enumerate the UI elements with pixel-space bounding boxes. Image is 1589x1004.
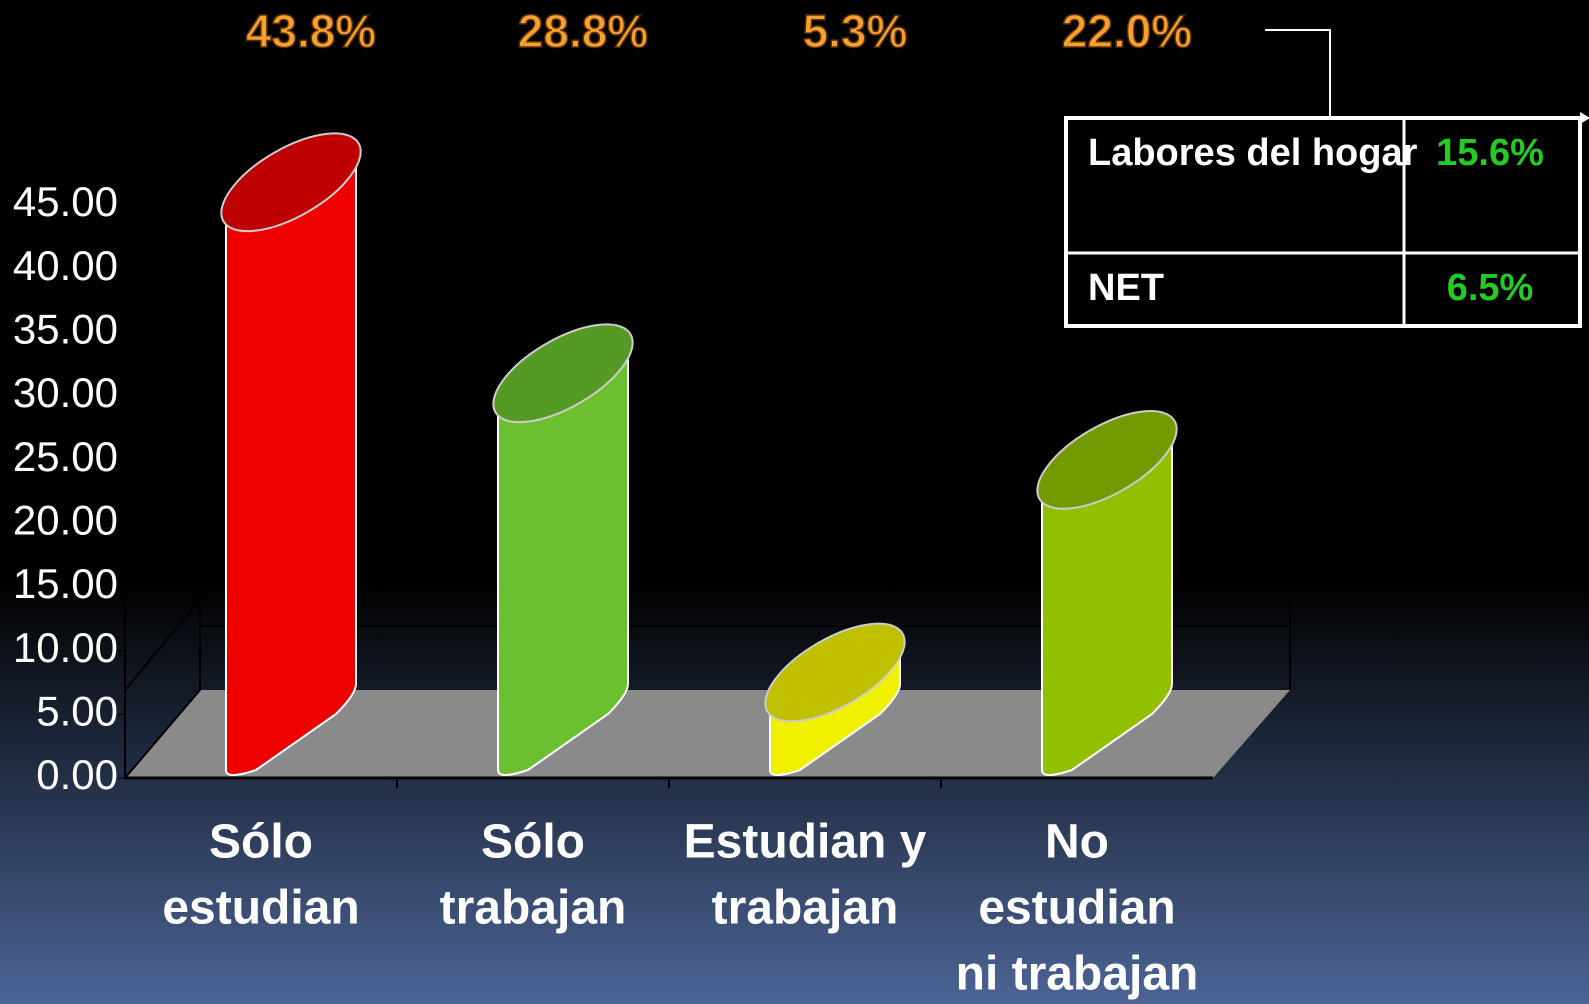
y-tick-label: 20.00 bbox=[13, 496, 118, 543]
x-tick-label: estudian bbox=[978, 882, 1175, 935]
floor bbox=[125, 690, 1290, 778]
bar bbox=[220, 132, 362, 776]
x-tick-label: ni trabajan bbox=[956, 948, 1199, 1001]
bar-top bbox=[492, 323, 634, 424]
x-tick-label: trabajan bbox=[440, 882, 627, 935]
value-label: 22.0% bbox=[1062, 5, 1192, 57]
y-tick-label: 5.00 bbox=[36, 687, 118, 734]
inset-table bbox=[1064, 116, 1582, 328]
x-tick-label: Sólo bbox=[481, 816, 585, 869]
bar bbox=[492, 323, 634, 776]
y-tick-label: 15.00 bbox=[13, 560, 118, 607]
table-cell: NET bbox=[1088, 267, 1164, 309]
table-cell: 15.6% bbox=[1436, 132, 1544, 174]
bar-body bbox=[497, 333, 629, 776]
y-tick-label: 35.00 bbox=[13, 305, 118, 352]
y-tick-label: 25.00 bbox=[13, 433, 118, 480]
y-tick-label: 10.00 bbox=[13, 624, 118, 671]
y-tick-label: 30.00 bbox=[13, 369, 118, 416]
table-cell: Labores del hogar bbox=[1088, 132, 1418, 174]
x-tick-label: estudian bbox=[162, 882, 359, 935]
x-tick-label: Estudian y bbox=[684, 816, 927, 869]
bar-body bbox=[1041, 420, 1173, 776]
value-label: 43.8% bbox=[246, 5, 376, 57]
y-tick-label: 0.00 bbox=[36, 751, 118, 798]
bar bbox=[1036, 409, 1178, 776]
value-label: 28.8% bbox=[518, 5, 648, 57]
bar-top bbox=[220, 132, 362, 233]
x-tick-label: No bbox=[1045, 816, 1109, 869]
x-tick-label: Sólo bbox=[209, 816, 313, 869]
y-tick-label: 40.00 bbox=[13, 242, 118, 289]
bar bbox=[764, 622, 906, 776]
y-tick-label: 45.00 bbox=[13, 178, 118, 225]
x-tick-label: trabajan bbox=[712, 882, 899, 935]
table-cell: 6.5% bbox=[1447, 267, 1534, 309]
bar-top bbox=[1036, 409, 1178, 510]
value-label: 5.3% bbox=[803, 5, 908, 57]
arrow-head bbox=[1580, 112, 1589, 124]
bar-top bbox=[764, 622, 906, 723]
bar-body bbox=[225, 142, 357, 776]
